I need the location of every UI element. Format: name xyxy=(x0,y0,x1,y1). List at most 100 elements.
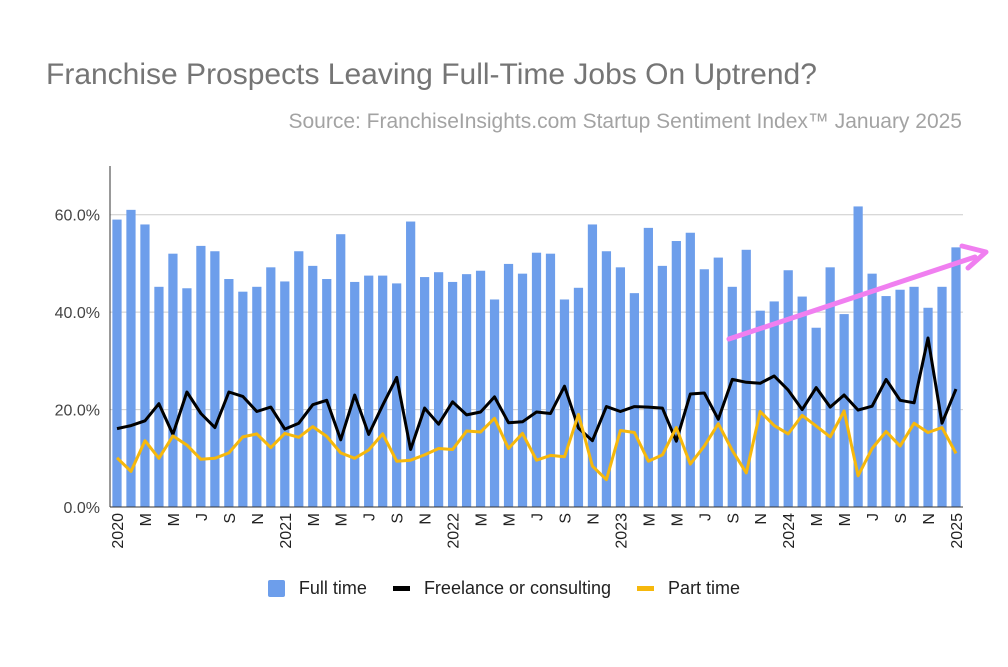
bar-full-time xyxy=(392,283,402,507)
bar-full-time xyxy=(126,209,136,508)
bar-full-time xyxy=(364,275,374,507)
bar-full-time xyxy=(308,265,318,507)
legend-label-part-time: Part time xyxy=(668,578,741,598)
full-time-bars xyxy=(112,206,961,508)
y-tick-label: 20.0% xyxy=(55,403,100,420)
x-tick-label: S xyxy=(893,513,910,524)
bar-full-time xyxy=(475,270,486,507)
x-tick-label: M xyxy=(837,513,854,526)
series-lines xyxy=(115,336,958,482)
bar-full-time xyxy=(294,251,304,507)
x-tick-label: N xyxy=(753,513,770,525)
legend-swatch-part-time xyxy=(637,586,655,591)
bar-full-time xyxy=(937,286,947,507)
legend-label-full-time: Full time xyxy=(298,578,367,598)
x-tick-label: M xyxy=(669,513,686,526)
bar-full-time xyxy=(699,269,709,507)
x-tick-label: S xyxy=(725,513,742,524)
x-tick-label: J xyxy=(697,513,714,521)
bar-full-time xyxy=(280,281,290,507)
x-tick-label: 2024 xyxy=(781,513,798,549)
bar-full-time xyxy=(503,263,514,507)
trend-arrow-shaft xyxy=(726,254,978,342)
bar-full-time xyxy=(406,221,416,507)
x-tick-label: N xyxy=(418,513,435,525)
bar-full-time xyxy=(629,293,639,507)
x-tick-label: J xyxy=(194,513,211,521)
x-tick-label: 2023 xyxy=(613,513,630,549)
x-tick-label: M xyxy=(641,513,658,526)
bar-full-time xyxy=(601,251,612,507)
bar-full-time xyxy=(112,219,122,508)
trend-arrow-head xyxy=(959,243,989,271)
bar-full-time xyxy=(741,249,751,507)
bar-full-time xyxy=(923,307,933,507)
bar-full-time xyxy=(252,286,262,507)
x-tick-label: M xyxy=(334,513,351,526)
x-tick-label: 2022 xyxy=(446,513,463,549)
chart-subtitle: Source: FranchiseInsights.com Startup Se… xyxy=(288,110,962,133)
bar-full-time xyxy=(336,234,346,507)
legend-item-freelance: Freelance or consulting xyxy=(392,578,612,599)
x-tick-label: M xyxy=(138,513,155,526)
legend-label-freelance: Freelance or consulting xyxy=(423,578,612,598)
y-tick-label: 60.0% xyxy=(55,208,100,225)
x-tick-label: N xyxy=(250,513,267,525)
bar-full-time xyxy=(797,296,807,507)
bar-full-time xyxy=(657,265,667,507)
x-tick-label: N xyxy=(921,513,938,525)
bar-full-time xyxy=(266,267,276,507)
bar-full-time xyxy=(769,301,779,507)
bar-full-time xyxy=(196,245,206,508)
bar-full-time xyxy=(755,310,765,507)
x-tick-label: 2021 xyxy=(278,513,295,549)
axes xyxy=(109,166,963,508)
bar-full-time xyxy=(140,224,150,507)
bar-full-time xyxy=(881,296,891,507)
bar-full-time xyxy=(420,277,430,507)
bar-full-time xyxy=(559,299,570,507)
x-tick-label: N xyxy=(585,513,602,525)
x-tick-label: J xyxy=(530,513,547,521)
chart-legend: Full time Freelance or consulting Part t… xyxy=(0,578,1008,599)
legend-swatch-full-time xyxy=(267,580,285,597)
bar-full-time xyxy=(545,253,556,507)
legend-swatch-freelance xyxy=(392,586,410,591)
x-tick-label: M xyxy=(166,513,183,526)
x-tick-label: M xyxy=(502,513,519,526)
line-part-time xyxy=(115,409,958,482)
bar-full-time xyxy=(238,291,248,507)
x-tick-label: S xyxy=(222,513,239,524)
line-freelance-or-consulting xyxy=(116,336,958,451)
bar-full-time xyxy=(587,224,598,507)
bar-full-time xyxy=(951,247,961,508)
bar-full-time xyxy=(461,274,472,507)
legend-item-full-time: Full time xyxy=(267,578,367,599)
x-tick-label: M xyxy=(474,513,491,526)
bar-full-time xyxy=(182,288,192,507)
x-tick-label: S xyxy=(390,513,407,524)
legend-item-part-time: Part time xyxy=(637,578,740,599)
bar-full-time xyxy=(489,299,500,507)
bar-full-time xyxy=(434,272,444,507)
x-tick-label: 2025 xyxy=(949,513,966,549)
bar-full-time xyxy=(154,286,164,507)
bar-full-time xyxy=(573,287,584,507)
x-tick-label: J xyxy=(865,513,882,521)
bar-full-time xyxy=(727,286,737,507)
x-tick-label: S xyxy=(557,513,574,524)
y-tick-label: 40.0% xyxy=(55,305,100,322)
bar-full-time xyxy=(685,232,695,507)
bar-full-time xyxy=(168,253,178,507)
bar-full-time xyxy=(615,267,626,507)
bar-full-time xyxy=(531,252,542,507)
x-tick-label: M xyxy=(306,513,323,526)
bar-full-time xyxy=(322,279,332,507)
bar-full-time xyxy=(643,227,653,508)
bar-full-time xyxy=(378,275,388,507)
bar-full-time xyxy=(853,206,863,507)
y-tick-label: 0.0% xyxy=(64,500,100,517)
bar-full-time xyxy=(671,241,681,507)
bar-full-time xyxy=(447,281,458,507)
